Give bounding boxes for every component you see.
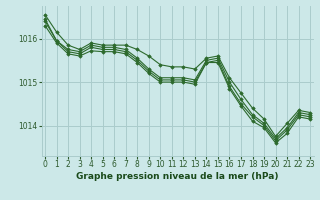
X-axis label: Graphe pression niveau de la mer (hPa): Graphe pression niveau de la mer (hPa) <box>76 172 279 181</box>
